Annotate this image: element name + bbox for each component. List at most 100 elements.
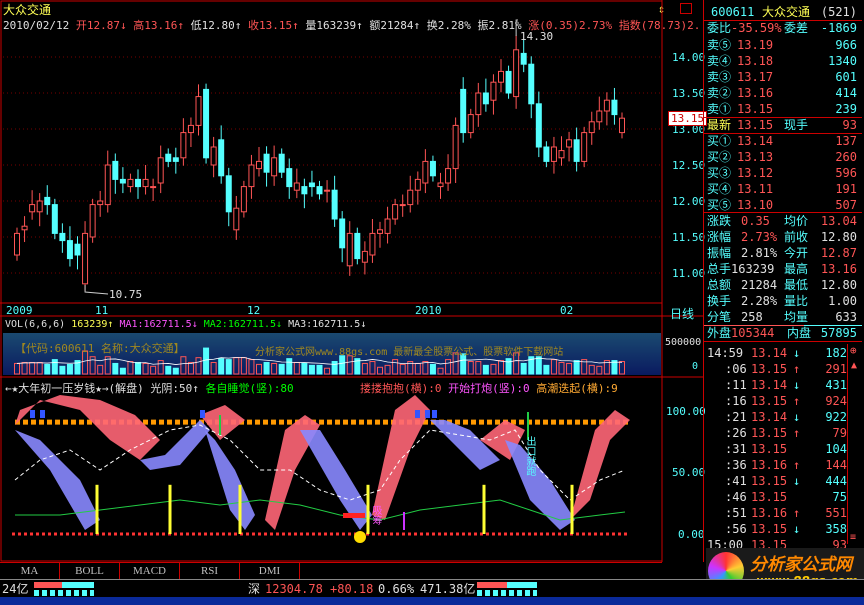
volume-bar bbox=[460, 353, 467, 375]
volume-bar bbox=[301, 362, 308, 375]
tick-row: :56 13.15 ↓ 358 bbox=[707, 521, 847, 537]
buy-row: 买③ 13.12 596 bbox=[707, 165, 857, 181]
price-axis-label: 14.00 bbox=[672, 51, 706, 64]
stat-value-2: 12.80 bbox=[820, 278, 857, 292]
sell-volume: 966 bbox=[835, 38, 857, 52]
buy-price: 13.11 bbox=[737, 182, 774, 196]
ind-note-2: 出口就跑 bbox=[524, 436, 535, 476]
tab-rsi[interactable]: RSI bbox=[180, 563, 240, 580]
tab-macd[interactable]: MACD bbox=[120, 563, 180, 580]
stock-name: 大众交通 bbox=[3, 3, 52, 17]
stat-label-2: 前收 bbox=[784, 230, 809, 244]
stat-label: 总额 bbox=[707, 278, 732, 292]
volume-bar bbox=[361, 362, 368, 375]
ind-g1: 光阴:50 bbox=[150, 382, 193, 395]
taskbar-strip bbox=[0, 597, 864, 605]
tab-dmi[interactable]: DMI bbox=[240, 563, 300, 580]
volume-bar bbox=[384, 364, 391, 375]
window-icon[interactable] bbox=[680, 3, 692, 14]
volume-bar bbox=[573, 360, 580, 375]
tick-time: :31 bbox=[725, 442, 747, 456]
volume-bar bbox=[172, 367, 179, 375]
volume-bar bbox=[218, 358, 225, 375]
status-bar: 24亿 深 12304.78 +80.18 0.66% 471.38亿 bbox=[0, 579, 864, 597]
tick-row: :46 13.15 75 bbox=[707, 489, 847, 505]
tick-price: 13.15 bbox=[751, 394, 788, 408]
candle-body bbox=[460, 88, 467, 134]
candle-body bbox=[581, 132, 588, 162]
stat-value: 2.81% bbox=[741, 246, 778, 260]
chart-area[interactable] bbox=[0, 0, 703, 562]
stat-row: 分笔 258 均量 633 bbox=[707, 309, 857, 325]
buy-label: 买① bbox=[707, 134, 732, 148]
stat-value-2: 12.80 bbox=[820, 230, 857, 244]
sz-amount: 471.38亿 bbox=[420, 582, 476, 596]
tick-direction: ↓ bbox=[793, 474, 801, 488]
tick-time: :51 bbox=[725, 506, 747, 520]
tick-volume: 924 bbox=[825, 394, 847, 408]
indicator-band bbox=[200, 405, 245, 440]
buy-row: 买④ 13.11 191 bbox=[707, 181, 857, 197]
outer-inner-row: 外盘 105344 内盘 57895 bbox=[707, 325, 857, 341]
close-label: 收 bbox=[247, 19, 259, 32]
candle-body bbox=[82, 232, 89, 285]
tab-ma[interactable]: MA bbox=[0, 563, 60, 580]
candle-body bbox=[346, 232, 353, 267]
volume-bar bbox=[316, 364, 323, 375]
scroll-up-icon[interactable]: ▲ bbox=[851, 360, 858, 371]
stat-label: 振幅 bbox=[707, 246, 732, 260]
buy-row: 买② 13.13 260 bbox=[707, 149, 857, 165]
stat-label-2: 今开 bbox=[784, 246, 809, 260]
scroll-handle-icon[interactable]: ≡ bbox=[850, 532, 857, 543]
buy-volume: 507 bbox=[835, 198, 857, 212]
tick-row: 14:59 13.14 ↓ 182 bbox=[707, 345, 847, 361]
candle-body bbox=[157, 157, 164, 184]
period-label[interactable]: 日线 bbox=[670, 307, 695, 321]
candle-body bbox=[482, 92, 489, 105]
tick-direction: ↑ bbox=[793, 506, 801, 520]
tick-price: 13.15 bbox=[751, 522, 788, 536]
volume-bar bbox=[82, 350, 89, 375]
sell-price: 13.19 bbox=[737, 38, 774, 52]
candle-body bbox=[324, 189, 331, 192]
candle-body bbox=[445, 168, 452, 184]
candle-body bbox=[97, 200, 104, 206]
sell-label: 卖④ bbox=[707, 54, 732, 68]
volume-bar bbox=[528, 356, 535, 375]
tick-price: 13.15 bbox=[751, 490, 788, 504]
min-pointer bbox=[84, 285, 109, 295]
tab-boll[interactable]: BOLL bbox=[60, 563, 120, 580]
buy-price: 13.12 bbox=[737, 166, 774, 180]
volume-bar bbox=[286, 358, 293, 375]
candle-body bbox=[112, 160, 119, 180]
candle-body bbox=[377, 229, 383, 234]
volume-bar bbox=[135, 361, 141, 375]
volume-bar bbox=[74, 360, 81, 375]
stat-label-2: 量比 bbox=[784, 294, 809, 308]
volume-bar bbox=[445, 359, 452, 375]
stat-value: 2.28% bbox=[741, 294, 778, 308]
volume-bar bbox=[422, 361, 429, 375]
volume-bar bbox=[377, 366, 383, 375]
tick-row: :51 13.16 ↑ 551 bbox=[707, 505, 847, 521]
volume-bar bbox=[187, 361, 194, 375]
candle-body bbox=[218, 139, 225, 177]
volume-bar bbox=[51, 359, 58, 375]
amt: 21284 bbox=[380, 19, 414, 32]
candle-body bbox=[135, 178, 141, 188]
volume-title-line: VOL(6,6,6) 163239↑ MA1:162711.5↓ MA2:162… bbox=[5, 319, 367, 330]
volume-bar bbox=[203, 347, 210, 375]
tick-price: 13.15 bbox=[751, 362, 788, 376]
stat-value: 163239 bbox=[731, 262, 775, 276]
stat-value: 2.73% bbox=[741, 230, 778, 244]
crosshair-icon[interactable]: ⊕ bbox=[850, 344, 857, 357]
tick-direction: ↓ bbox=[793, 410, 801, 424]
candle-body bbox=[301, 186, 308, 195]
volume-bar bbox=[611, 360, 618, 375]
candle-body bbox=[21, 225, 28, 231]
candle-body bbox=[195, 96, 202, 126]
vol-value: 163239 bbox=[71, 319, 108, 330]
stat-row: 总手 163239 最高 13.16 bbox=[707, 261, 857, 277]
candle-body bbox=[588, 121, 595, 134]
tick-scrollbar[interactable]: ⊕ ▲ ≡ bbox=[847, 344, 862, 544]
